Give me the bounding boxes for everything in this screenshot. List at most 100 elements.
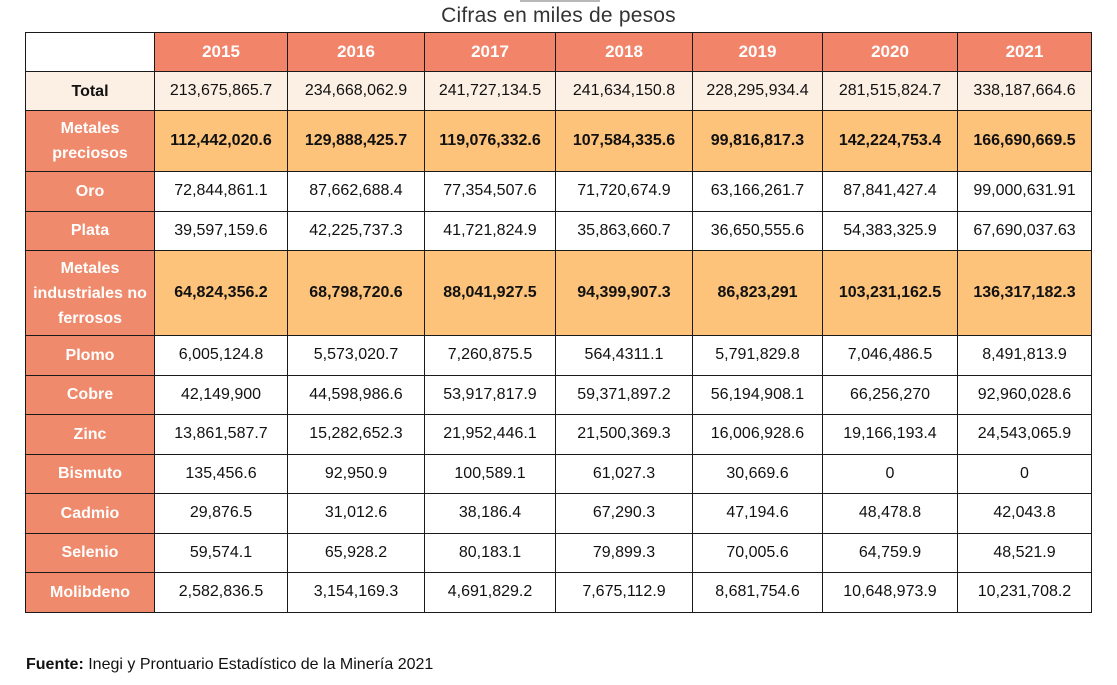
row-label: Plomo	[25, 335, 155, 376]
table-row-bismuto: Bismuto 135,456.6 92,950.9 100,589.1 61,…	[25, 453, 1092, 494]
table-cell: 103,231,162.5	[822, 250, 958, 336]
table-row-metales-preciosos: Metales preciosos 112,442,020.6 129,888,…	[25, 110, 1092, 172]
row-label: Plata	[25, 210, 155, 251]
table-cell: 2,582,836.5	[154, 572, 288, 613]
table-cell: 8,681,754.6	[692, 572, 823, 613]
table-cell: 564,4311.1	[555, 335, 693, 376]
table-row-molibdeno: Molibdeno 2,582,836.5 3,154,169.3 4,691,…	[25, 572, 1092, 613]
table-cell: 61,027.3	[555, 453, 693, 494]
table-cell: 241,634,150.8	[555, 71, 693, 111]
row-label: Metales preciosos	[25, 110, 155, 172]
table-row-metales-industriales: Metales industriales no ferrosos 64,824,…	[25, 250, 1092, 336]
row-label: Molibdeno	[25, 572, 155, 613]
source-note: Fuente: Inegi y Prontuario Estadístico d…	[26, 656, 433, 674]
table-cell: 38,186.4	[424, 493, 556, 534]
table-cell: 86,823,291	[692, 250, 823, 336]
table-cell: 87,841,427.4	[822, 171, 958, 212]
table-cell: 6,005,124.8	[154, 335, 288, 376]
table-cell: 79,899.3	[555, 532, 693, 573]
table-cell: 68,798,720.6	[287, 250, 425, 336]
table-cell: 67,290.3	[555, 493, 693, 534]
table-cell: 42,043.8	[957, 493, 1092, 534]
table-cell: 107,584,335.6	[555, 110, 693, 172]
table-cell: 213,675,865.7	[154, 71, 288, 111]
row-label: Total	[25, 71, 155, 111]
table-cell: 39,597,159.6	[154, 210, 288, 251]
row-label: Cobre	[25, 374, 155, 415]
table-cell: 19,166,193.4	[822, 414, 958, 455]
year-header: 2019	[692, 32, 823, 72]
table-cell: 35,863,660.7	[555, 210, 693, 251]
table-cell: 112,442,020.6	[154, 110, 288, 172]
table-cell: 99,000,631.91	[957, 171, 1092, 212]
table-cell: 4,691,829.2	[424, 572, 556, 613]
year-header: 2021	[957, 32, 1092, 72]
table-cell: 135,456.6	[154, 453, 288, 494]
table-cell: 16,006,928.6	[692, 414, 823, 455]
row-label: Cadmio	[25, 493, 155, 534]
table-cell: 24,543,065.9	[957, 414, 1092, 455]
table-cell: 71,720,674.9	[555, 171, 693, 212]
table-cell: 21,952,446.1	[424, 414, 556, 455]
row-label: Selenio	[25, 532, 155, 573]
table-cell: 338,187,664.6	[957, 71, 1092, 111]
table-cell: 63,166,261.7	[692, 171, 823, 212]
table-cell: 228,295,934.4	[692, 71, 823, 111]
header-corner-cell	[25, 32, 155, 72]
year-header: 2017	[424, 32, 556, 72]
table-cell: 13,861,587.7	[154, 414, 288, 455]
table-cell: 47,194.6	[692, 493, 823, 534]
table-cell: 7,046,486.5	[822, 335, 958, 376]
year-header: 2015	[154, 32, 288, 72]
table-cell: 31,012.6	[287, 493, 425, 534]
table-cell: 92,950.9	[287, 453, 425, 494]
table-cell: 21,500,369.3	[555, 414, 693, 455]
table-cell: 166,690,669.5	[957, 110, 1092, 172]
source-text: Inegi y Prontuario Estadístico de la Min…	[83, 656, 434, 673]
table-cell: 100,589.1	[424, 453, 556, 494]
table-cell: 10,231,708.2	[957, 572, 1092, 613]
row-label: Metales industriales no ferrosos	[25, 250, 155, 336]
table-cell: 41,721,824.9	[424, 210, 556, 251]
table-cell: 241,727,134.5	[424, 71, 556, 111]
table-cell: 29,876.5	[154, 493, 288, 534]
mining-production-table: 2015 2016 2017 2018 2019 2020 2021 Total…	[25, 32, 1092, 613]
table-row-cadmio: Cadmio 29,876.5 31,012.6 38,186.4 67,290…	[25, 493, 1092, 534]
table-cell: 56,194,908.1	[692, 374, 823, 415]
table-cell: 10,648,973.9	[822, 572, 958, 613]
table-row-zinc: Zinc 13,861,587.7 15,282,652.3 21,952,44…	[25, 414, 1092, 455]
year-header: 2020	[822, 32, 958, 72]
table-caption: Cifras en miles de pesos	[441, 4, 676, 27]
table-row-plata: Plata 39,597,159.6 42,225,737.3 41,721,8…	[25, 210, 1092, 251]
year-header: 2018	[555, 32, 693, 72]
table-cell: 5,573,020.7	[287, 335, 425, 376]
table-cell: 281,515,824.7	[822, 71, 958, 111]
table-cell: 15,282,652.3	[287, 414, 425, 455]
table-cell: 67,690,037.63	[957, 210, 1092, 251]
table-cell: 30,669.6	[692, 453, 823, 494]
table-row-oro: Oro 72,844,861.1 87,662,688.4 77,354,507…	[25, 171, 1092, 212]
table-cell: 0	[957, 453, 1092, 494]
table-cell: 65,928.2	[287, 532, 425, 573]
header-row: 2015 2016 2017 2018 2019 2020 2021	[25, 32, 1092, 72]
table-cell: 66,256,270	[822, 374, 958, 415]
table-cell: 59,574.1	[154, 532, 288, 573]
table-cell: 48,521.9	[957, 532, 1092, 573]
table-cell: 59,371,897.2	[555, 374, 693, 415]
table-cell: 0	[822, 453, 958, 494]
table-cell: 54,383,325.9	[822, 210, 958, 251]
table-cell: 7,675,112.9	[555, 572, 693, 613]
table-cell: 129,888,425.7	[287, 110, 425, 172]
top-edge-mark	[520, 0, 600, 2]
table-row-plomo: Plomo 6,005,124.8 5,573,020.7 7,260,875.…	[25, 335, 1092, 376]
table-row-total: Total 213,675,865.7 234,668,062.9 241,72…	[25, 71, 1092, 111]
table-cell: 72,844,861.1	[154, 171, 288, 212]
table-cell: 99,816,817.3	[692, 110, 823, 172]
table-cell: 92,960,028.6	[957, 374, 1092, 415]
table-cell: 70,005.6	[692, 532, 823, 573]
table-cell: 48,478.8	[822, 493, 958, 534]
table-cell: 142,224,753.4	[822, 110, 958, 172]
table-cell: 5,791,829.8	[692, 335, 823, 376]
table-cell: 234,668,062.9	[287, 71, 425, 111]
row-label: Zinc	[25, 414, 155, 455]
